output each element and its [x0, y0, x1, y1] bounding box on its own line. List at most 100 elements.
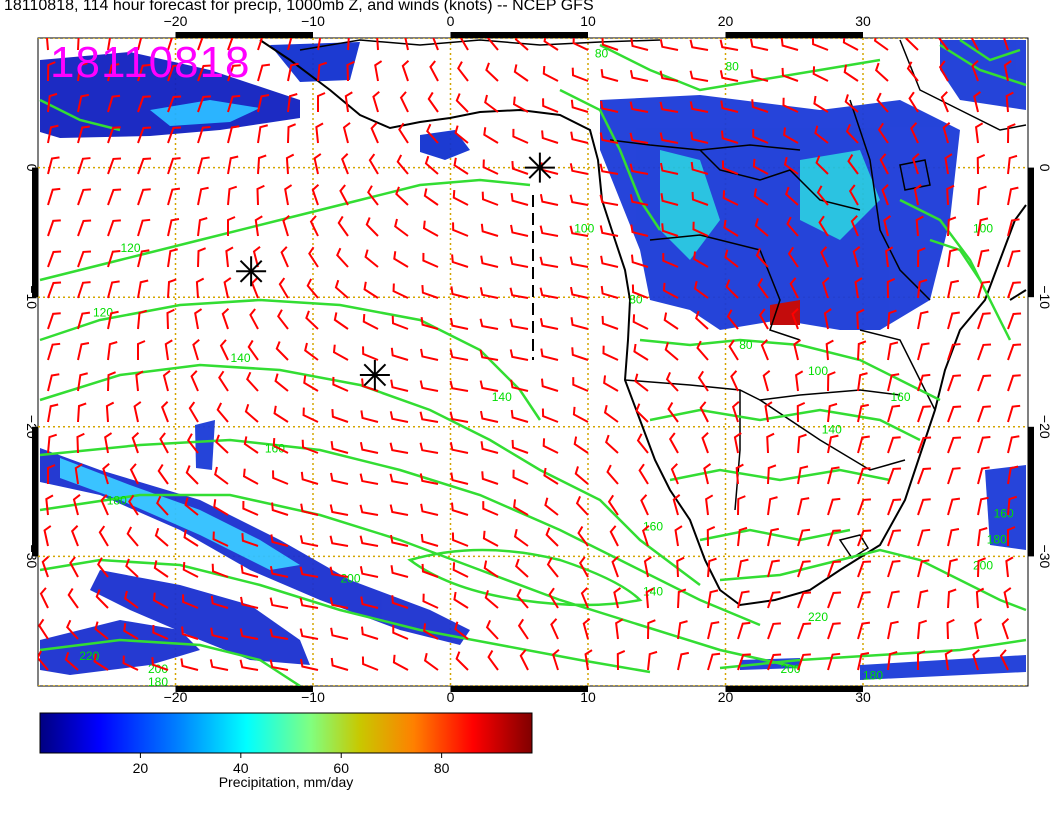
wind-barb — [392, 654, 409, 671]
wind-barb — [572, 38, 589, 51]
wind-barb — [332, 376, 349, 392]
wind-barb — [571, 347, 589, 361]
wind-barb — [512, 96, 529, 113]
wind-barb — [574, 466, 589, 485]
wind-barb — [755, 247, 769, 268]
wind-barb — [1007, 374, 1021, 392]
right-lat-label: −20 — [1037, 415, 1053, 439]
wind-barb — [257, 63, 271, 82]
left-lat-label: −20 — [24, 415, 40, 439]
wind-barb — [154, 527, 169, 547]
wind-barb — [183, 529, 199, 547]
wind-barb — [539, 256, 559, 268]
wind-barb — [609, 525, 619, 547]
contour-label: 80 — [726, 59, 740, 73]
top-lon-label: −10 — [301, 13, 325, 29]
wind-barb — [304, 342, 319, 361]
contour-120b — [39, 298, 542, 421]
precip-southwest-core — [60, 458, 300, 570]
wind-barb — [329, 597, 349, 609]
wind-barb — [190, 370, 199, 392]
wind-barb — [362, 346, 379, 361]
wind-barb — [317, 61, 328, 82]
wind-barb — [662, 253, 679, 268]
top-axis-bar — [450, 32, 588, 38]
wind-barb — [737, 590, 750, 609]
wind-barb — [227, 94, 241, 113]
wind-barb — [519, 649, 529, 671]
wind-barb — [247, 339, 259, 361]
wind-barb — [287, 62, 299, 82]
wind-barb — [630, 38, 649, 51]
precip-small — [195, 420, 215, 470]
contour-africa-1 — [639, 338, 941, 402]
wind-barb — [605, 434, 619, 454]
wind-barb — [857, 591, 871, 609]
wind-barb — [689, 39, 709, 51]
left-axis-bar — [32, 167, 38, 298]
wind-barb — [47, 433, 58, 454]
wind-barb — [917, 373, 931, 392]
precip-sahel-west — [270, 42, 360, 82]
wind-barb — [885, 246, 894, 268]
wind-barb — [699, 401, 709, 423]
wind-barb — [137, 218, 151, 237]
wind-barb — [599, 132, 619, 144]
wind-barb — [977, 374, 992, 392]
date-stamp: 18110818 — [50, 38, 251, 87]
wind-barb — [257, 154, 267, 175]
wind-barb — [917, 498, 931, 516]
wind-barb — [313, 153, 322, 175]
wind-barb — [543, 467, 559, 485]
wind-barb — [64, 651, 79, 671]
wind-barb — [481, 191, 499, 206]
contour-label: 100 — [808, 364, 828, 378]
wind-barb — [947, 527, 960, 547]
wind-barb — [720, 100, 739, 113]
wind-barb — [767, 559, 780, 578]
wind-barb — [634, 373, 649, 392]
wind-barb — [603, 404, 619, 423]
wind-barb — [278, 277, 289, 299]
wind-barb — [136, 340, 146, 361]
contour-label: 120 — [121, 241, 141, 255]
wind-barb — [1007, 435, 1020, 454]
wind-barb — [269, 659, 289, 671]
wind-barb — [886, 277, 896, 299]
wind-barb — [947, 216, 957, 237]
wind-barb — [693, 280, 709, 299]
border-7 — [849, 99, 931, 301]
wind-barb — [917, 559, 930, 578]
wind-barb — [542, 98, 559, 113]
wind-barb — [659, 162, 679, 175]
wind-barb — [730, 370, 739, 392]
precip-gulf-core — [150, 100, 260, 126]
wind-barb — [707, 621, 720, 640]
wind-barb — [487, 650, 499, 671]
wind-barb — [550, 618, 559, 640]
wind-barb — [309, 215, 319, 237]
wind-barb — [607, 494, 619, 516]
wind-barb — [887, 341, 899, 361]
wind-barb — [752, 129, 769, 144]
wind-barb — [287, 93, 298, 113]
wind-barb — [1007, 123, 1016, 144]
wind-barb — [301, 439, 319, 454]
wind-barb — [873, 38, 889, 51]
wind-barb — [41, 556, 50, 578]
wind-barb — [600, 100, 619, 113]
wind-barb — [455, 651, 469, 671]
wind-barb — [757, 278, 769, 299]
wind-barb — [181, 626, 199, 640]
wind-barb — [881, 184, 889, 206]
bottom-lon-label: −20 — [164, 689, 188, 705]
wind-barb — [39, 587, 49, 609]
wind-barb — [403, 38, 412, 51]
wind-barb — [197, 156, 210, 175]
wind-barb — [272, 438, 289, 454]
wind-barb — [825, 339, 834, 361]
wind-barb — [876, 92, 889, 113]
wind-barb — [123, 623, 139, 640]
wind-barb — [47, 312, 61, 330]
axis-bars — [32, 32, 1034, 692]
